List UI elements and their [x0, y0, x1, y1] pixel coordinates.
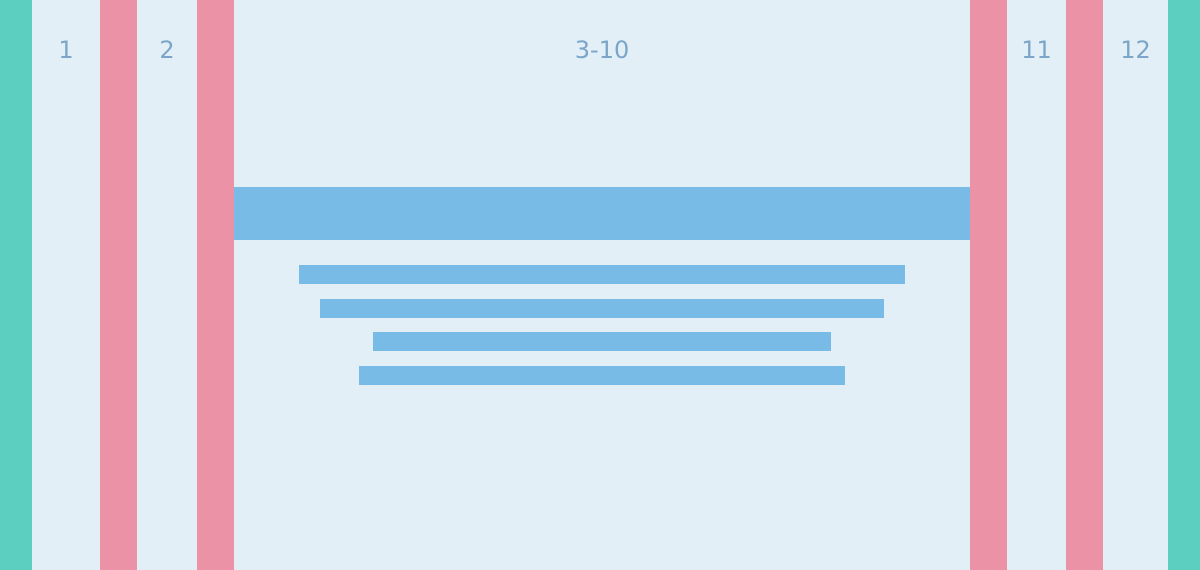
right-margin [1168, 0, 1200, 570]
text-line-placeholder-3 [373, 332, 831, 351]
column-label-3-10: 3-10 [574, 36, 630, 64]
column-label-2: 2 [159, 36, 175, 64]
text-line-placeholder-4 [359, 366, 845, 385]
text-line-placeholder-1 [299, 265, 905, 284]
heading-placeholder [234, 187, 970, 240]
gutter-2 [197, 0, 234, 570]
gutter-3 [970, 0, 1007, 570]
column-label-12: 12 [1120, 36, 1151, 64]
text-line-placeholder-2 [320, 299, 884, 318]
column-label-1: 1 [58, 36, 74, 64]
left-margin [0, 0, 32, 570]
gutter-4 [1066, 0, 1103, 570]
gutter-1 [100, 0, 137, 570]
column-label-11: 11 [1021, 36, 1052, 64]
